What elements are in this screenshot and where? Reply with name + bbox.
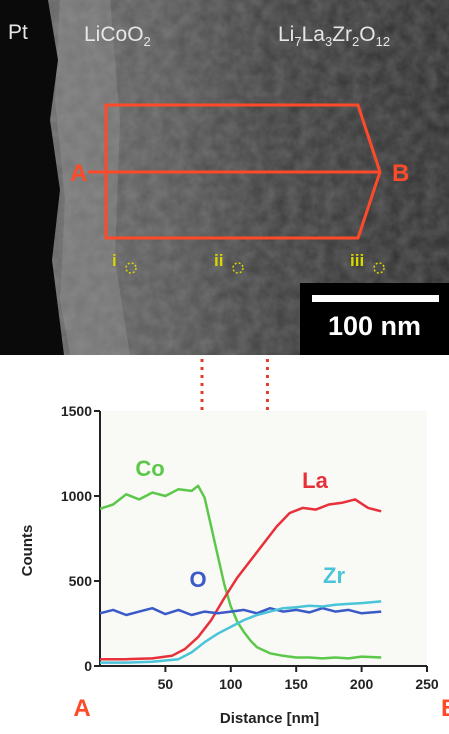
y-tick-label: 1000	[61, 488, 92, 504]
x-axis-title: Distance [nm]	[220, 710, 319, 727]
line-profile-chart: 0 500 1000 1500 50 100 150 200 250 Distance [nm] C…	[19, 303, 449, 727]
plot-start-label: A	[73, 695, 90, 722]
roi-start-label: A	[70, 160, 88, 187]
series-co-label: Co	[135, 456, 164, 481]
point-iii-marker	[373, 262, 385, 274]
y-tick-label: 0	[84, 658, 92, 674]
point-i-marker	[125, 262, 137, 274]
x-tick-label: 50	[158, 676, 174, 692]
point-iii-label: iii	[350, 251, 365, 270]
series-la-line	[100, 498, 382, 661]
scale-bar-box: 100 nm	[300, 283, 449, 355]
point-ii-label: ii	[214, 251, 224, 270]
point-i-label: i	[112, 251, 117, 270]
y-axis-title: Counts	[19, 525, 36, 577]
series-o-label: O	[189, 567, 206, 592]
series-o-line	[99, 606, 382, 617]
roi-end-label: B	[392, 160, 410, 187]
x-tick-label: 150	[285, 676, 309, 692]
label-pt: Pt	[8, 21, 28, 44]
label-llzo: Li7La3Zr2O12	[278, 23, 391, 50]
series-co-line	[99, 484, 382, 660]
x-tick-label: 250	[415, 676, 439, 692]
pt-layer	[0, 0, 64, 355]
label-licoo2: LiCoO2	[84, 23, 151, 50]
tem-background	[0, 0, 449, 355]
roi-box	[104, 103, 382, 240]
x-tick-label: 200	[350, 676, 374, 692]
scale-bar	[312, 295, 439, 302]
eds-line-profile: 0 500 1000 1500 50 100 150 200 250 Distance [nm] C…	[0, 303, 449, 729]
scale-bar-label: 100 nm	[327, 311, 422, 341]
plot-area	[100, 411, 427, 666]
tem-micrograph: Pt LiCoO2 Li7La3Zr2O12 A B i ii iii 100 …	[0, 0, 449, 355]
x-tick-label: 100	[219, 676, 243, 692]
plot-end-label: B	[441, 695, 449, 722]
series-zr-label: Zr	[323, 563, 345, 588]
y-tick-label: 1500	[61, 403, 92, 419]
y-tick-label: 500	[69, 573, 93, 589]
series-zr-line	[100, 600, 382, 664]
series-la-label: La	[302, 468, 328, 493]
point-ii-marker	[232, 262, 244, 274]
